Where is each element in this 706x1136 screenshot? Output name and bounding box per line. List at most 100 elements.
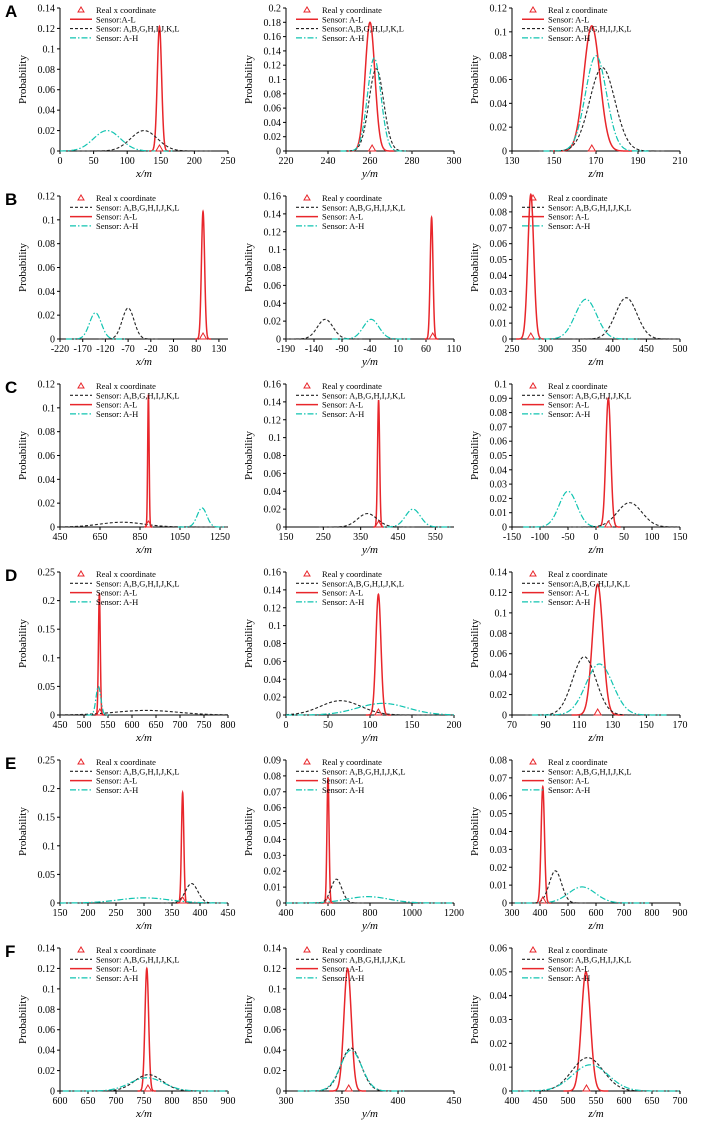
y-tick-label: 0	[502, 1087, 507, 1098]
series-red-curve	[322, 777, 334, 904]
legend-label: Sensor: A,B,G,H,I,J,K,L	[96, 578, 180, 588]
legend-label: Sensor: A-L	[322, 400, 363, 410]
legend-label: Sensor: A,B,G,H,I,J,K,L	[322, 766, 406, 776]
chart-c-2: 0 0.02 0.04 0.06 0.08 0.1 0.12 0.14 0.16 150 250 35…	[243, 380, 454, 556]
x-axis-label: z/m	[587, 920, 603, 932]
y-tick-label: 0.05	[490, 451, 508, 462]
y-tick-label: 0.01	[490, 508, 508, 519]
series-cyan-curve	[60, 897, 228, 904]
series-cyan-curve	[286, 896, 454, 904]
series-black-curve	[98, 307, 158, 340]
y-axis-label: Probability	[243, 55, 255, 104]
y-tick-label: 0	[50, 711, 55, 722]
legend-label: Sensor: A-L	[96, 212, 137, 222]
legend-label: Sensor: A-H	[96, 409, 138, 419]
legend-label: Sensor: A-L	[548, 964, 589, 974]
series-cyan-curve	[514, 886, 650, 904]
y-tick-label: 0.09	[264, 756, 282, 767]
y-tick-label: 0.06	[264, 1025, 282, 1036]
y-tick-label: 0.05	[38, 682, 56, 693]
x-axis-label: z/m	[587, 168, 603, 180]
legend-marker	[77, 758, 85, 765]
y-tick-label: 0	[276, 335, 281, 346]
legend-label: Real y coordinate	[322, 381, 382, 391]
series-cyan-curve	[297, 1049, 405, 1092]
series-cyan-curve	[62, 1077, 228, 1092]
legend-label: Sensor: A-H	[322, 221, 364, 231]
series-black-curve	[339, 68, 414, 152]
y-tick-label: 0.02	[264, 867, 282, 878]
legend-label: Sensor: A,B,G,H,I,J,K,L	[96, 24, 180, 34]
y-tick-label: 0.05	[264, 819, 282, 830]
legend-marker	[77, 194, 85, 201]
x-tick-label: -140	[305, 344, 323, 355]
legend-label: Sensor: A-L	[322, 14, 363, 24]
y-tick-label: 0	[276, 147, 281, 158]
x-tick-label: 450	[53, 720, 68, 731]
y-tick-label: 0.1	[269, 245, 282, 256]
panel-label-d: D	[5, 566, 18, 585]
y-tick-label: 0.25	[38, 756, 56, 767]
x-tick-label: 30	[169, 344, 179, 355]
x-tick-label: -170	[74, 344, 92, 355]
series-cyan-curve	[543, 55, 649, 152]
x-tick-label: 650	[149, 720, 164, 731]
series-black-curve	[285, 700, 442, 716]
legend-label: Sensor: A,B,G,H,I,J,K,L	[96, 390, 180, 400]
legend-label: Sensor: A,B,G,H,I,J,K,L	[322, 390, 406, 400]
x-tick-label: 250	[109, 908, 124, 919]
series-black-curve	[59, 709, 229, 716]
panel-label-a: A	[5, 2, 18, 21]
series-cyan-curve	[523, 490, 613, 528]
y-tick-label: 0.12	[264, 415, 282, 426]
legend-label: Sensor: A-L	[96, 588, 137, 598]
x-tick-label: 350	[353, 532, 368, 543]
x-tick-label: 700	[109, 1096, 124, 1107]
y-tick-label: 0.08	[264, 771, 282, 782]
y-tick-label: 0.06	[264, 657, 282, 668]
x-tick-label: 1050	[170, 532, 190, 543]
x-tick-label: 800	[645, 908, 660, 919]
legend-label: Sensor: A-H	[322, 409, 364, 419]
legend-label: Sensor: A-L	[322, 964, 363, 974]
x-tick-label: 800	[363, 908, 378, 919]
x-tick-label: 0	[594, 532, 599, 543]
series-black-curve	[539, 67, 666, 152]
x-tick-label: 170	[673, 720, 688, 731]
legend-marker	[303, 758, 311, 765]
y-tick-label: 0.04	[38, 287, 56, 298]
series-black-curve	[572, 297, 680, 340]
legend-marker	[303, 382, 311, 389]
x-tick-label: 1250	[210, 532, 230, 543]
y-tick-label: 0.1	[495, 27, 508, 38]
y-tick-label: 0.1	[43, 984, 56, 995]
legend-label: Sensor: A-L	[322, 776, 363, 786]
x-tick-label: -40	[363, 344, 376, 355]
legend-label: Sensor: A-H	[548, 973, 590, 983]
x-tick-label: -90	[335, 344, 348, 355]
chart-a-3: 0 0.02 0.04 0.06 0.08 0.1 0.12 130 150 170 190 210 z…	[469, 4, 688, 181]
legend-marker	[77, 946, 85, 953]
x-tick-label: 50	[619, 532, 629, 543]
x-tick-label: -190	[277, 344, 295, 355]
legend-label: Sensor: A-H	[322, 33, 364, 43]
legend-label: Sensor: A-H	[96, 221, 138, 231]
y-tick-label: 0.07	[490, 773, 508, 784]
y-tick-label: 0.08	[490, 51, 508, 62]
x-tick-label: 800	[165, 1096, 180, 1107]
legend-marker	[529, 6, 537, 13]
y-tick-label: 0.18	[264, 18, 282, 29]
y-tick-label: 0.04	[490, 271, 508, 282]
y-tick-label: 0.06	[264, 104, 282, 115]
legend-label: Real x coordinate	[96, 381, 156, 391]
x-tick-label: 80	[191, 344, 201, 355]
legend-label: Sensor: A-H	[322, 597, 364, 607]
y-tick-label: 0.08	[264, 1005, 282, 1016]
panel-label-f: F	[5, 942, 16, 961]
legend-label: Sensor:A-L	[96, 14, 136, 24]
x-tick-label: 650	[93, 532, 108, 543]
x-tick-label: 100	[120, 156, 135, 167]
y-tick-label: 0.12	[264, 61, 282, 72]
legend-marker	[303, 946, 311, 953]
y-tick-label: 0.07	[490, 422, 508, 433]
